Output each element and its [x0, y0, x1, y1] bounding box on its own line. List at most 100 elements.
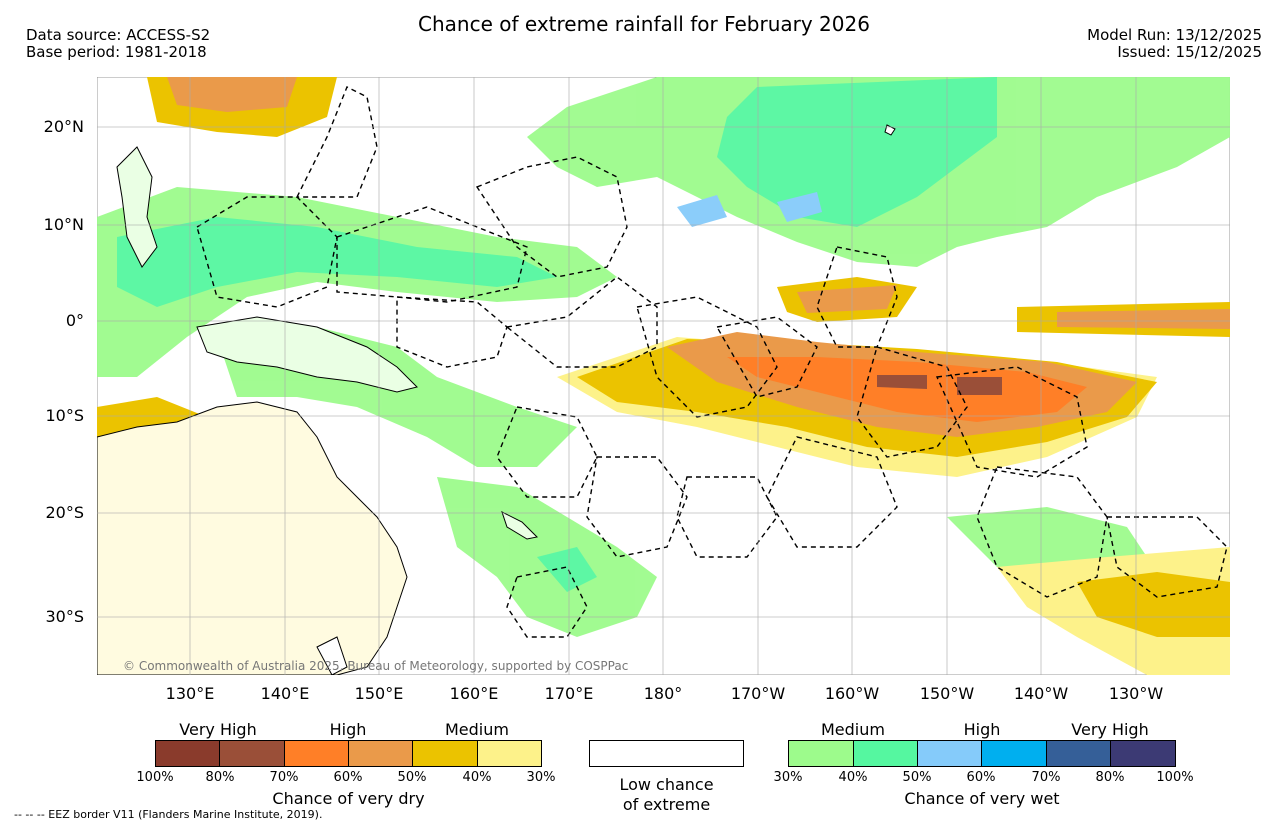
run-info: Model Run: 13/12/2025 Issued: 15/12/2025 — [1087, 27, 1262, 61]
dry-tick: 60% — [333, 770, 363, 785]
legend-swatch-wet-4 — [981, 740, 1047, 767]
wet-tick: 40% — [838, 770, 868, 785]
eez-border — [935, 366, 1088, 478]
eez-border — [295, 86, 378, 198]
dry-legend-caption: Chance of very dry — [272, 789, 425, 808]
legend-swatch-dry-1 — [155, 740, 220, 767]
wet-area-north-blue-1 — [677, 195, 727, 227]
lon-label-150w: 150°W — [919, 684, 975, 703]
new-caledonia-outline — [501, 511, 539, 540]
lon-label-150e: 150°E — [354, 684, 404, 703]
low-caption-line1: Low chance — [619, 775, 714, 794]
lon-label-160e: 160°E — [449, 684, 499, 703]
eez-borders — [196, 86, 1228, 638]
wet-tick: 80% — [1095, 770, 1125, 785]
australia-outline — [97, 401, 408, 675]
dry-tick: 80% — [205, 770, 235, 785]
lon-label-130w: 130°W — [1108, 684, 1164, 703]
low-caption-line2: of extreme — [622, 795, 711, 814]
dry-tick: 40% — [462, 770, 492, 785]
graticule — [97, 77, 1230, 675]
dry-level-medium: Medium — [445, 720, 509, 739]
dry-area-south-east-core — [1077, 572, 1230, 637]
dry-level-very-high: Very High — [179, 720, 257, 739]
legend-swatch-low — [589, 740, 744, 767]
legend-swatch-wet-6 — [1110, 740, 1176, 767]
eez-border — [475, 156, 628, 278]
lat-label-10n: 10°N — [43, 215, 84, 234]
legend-swatch-dry-5 — [412, 740, 478, 767]
lon-label-180: 180° — [643, 684, 683, 703]
lat-label-20n: 20°N — [43, 117, 84, 136]
map-title: Chance of extreme rainfall for February … — [418, 12, 870, 36]
lat-label-30s: 30°S — [45, 607, 84, 626]
wet-area-south-core — [537, 547, 597, 592]
eez-border — [766, 436, 898, 548]
legend-swatch-dry-2 — [219, 740, 285, 767]
eez-border — [715, 316, 818, 398]
dry-area-central-band-high — [727, 357, 1087, 422]
eez-border — [1106, 516, 1228, 598]
lat-label-0: 0° — [65, 311, 84, 330]
wet-level-very-high: Very High — [1071, 720, 1149, 739]
lat-label-20s: 20°S — [45, 503, 84, 522]
lon-label-130e: 130°E — [165, 684, 215, 703]
dry-area-north-west-core — [167, 77, 297, 112]
dry-area-far-east-core — [1057, 309, 1230, 329]
lon-label-140e: 140°E — [260, 684, 310, 703]
wet-tick: 30% — [773, 770, 803, 785]
land — [97, 124, 896, 675]
lat-label-10s: 10°S — [45, 406, 84, 425]
lon-label-170e: 170°E — [544, 684, 594, 703]
legend-swatch-wet-3 — [917, 740, 982, 767]
rainfall-map — [97, 77, 1230, 675]
data-source: Data source: ACCESS-S2 — [26, 26, 211, 44]
issued-date: Issued: 15/12/2025 — [1117, 43, 1262, 61]
legend-swatch-wet-1 — [788, 740, 854, 767]
wet-area-north-core — [717, 77, 997, 227]
lon-label-160w: 160°W — [824, 684, 880, 703]
legend-swatch-dry-3 — [284, 740, 349, 767]
legend-swatch-dry-6 — [477, 740, 542, 767]
eez-border — [505, 276, 658, 368]
dry-tick: 100% — [136, 770, 174, 785]
eez-border — [586, 456, 688, 558]
eez-border — [396, 296, 508, 368]
legend-swatch-dry-4 — [348, 740, 413, 767]
dry-tick: 30% — [526, 770, 556, 785]
eez-border — [196, 196, 338, 308]
new-zealand-outline — [316, 636, 348, 675]
eez-border — [506, 566, 588, 638]
legend-swatch-wet-5 — [1046, 740, 1111, 767]
lon-label-140w: 140°W — [1013, 684, 1069, 703]
wet-area-north-blue-2 — [777, 192, 822, 222]
wet-areas — [97, 77, 1230, 637]
hawaii-outline — [884, 124, 896, 136]
wet-level-medium: Medium — [821, 720, 885, 739]
dry-tick: 70% — [269, 770, 299, 785]
model-run: Model Run: 13/12/2025 — [1087, 26, 1262, 44]
dry-area-central-band-veryhigh-2 — [957, 377, 1002, 395]
new-guinea-outline — [196, 316, 418, 393]
wet-tick: 100% — [1156, 770, 1194, 785]
wet-tick: 70% — [1031, 770, 1061, 785]
eez-border — [336, 206, 528, 303]
philippines-outline — [116, 146, 158, 268]
dry-tick: 50% — [397, 770, 427, 785]
wet-tick: 50% — [902, 770, 932, 785]
wet-area-west-core — [117, 217, 557, 307]
dry-area-central-band-veryhigh-1 — [877, 375, 927, 389]
lon-label-170w: 170°W — [730, 684, 786, 703]
eez-border — [976, 466, 1108, 598]
low-legend-caption: Low chance of extreme — [589, 775, 744, 815]
wet-tick: 60% — [966, 770, 996, 785]
eez-footnote: -- -- -- EEZ border V11 (Flanders Marine… — [14, 808, 323, 821]
eez-border — [636, 296, 778, 418]
source-info: Data source: ACCESS-S2 Base period: 1981… — [26, 27, 210, 61]
wet-level-high: High — [963, 720, 1001, 739]
eez-border — [676, 476, 778, 558]
copyright-notice: © Commonwealth of Australia 2025, Bureau… — [123, 659, 629, 673]
dry-level-high: High — [329, 720, 367, 739]
wet-legend-caption: Chance of very wet — [904, 789, 1060, 808]
legend-swatch-wet-2 — [853, 740, 918, 767]
